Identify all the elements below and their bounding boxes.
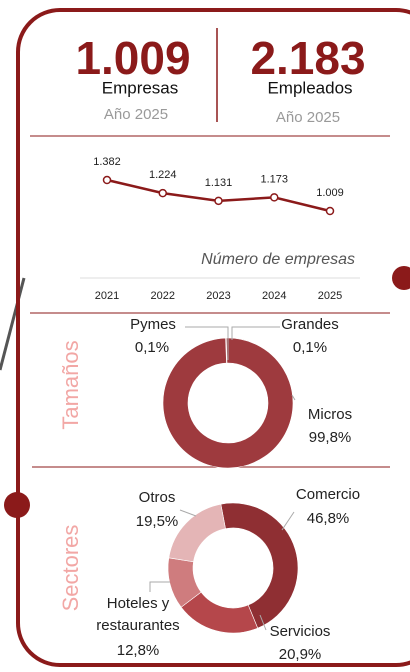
x-tick-label: 2023 [206,290,230,302]
point [102,175,112,185]
slice-value: 99,8% [308,429,352,446]
slice-value: 20,9% [278,646,322,663]
kpi-period: Año 2025 [276,109,340,126]
slice-value: 46,8% [306,510,350,527]
point [214,196,223,206]
slice [168,503,226,563]
point [158,188,167,198]
slice-label: Grandes [281,316,339,333]
x-tick-label: 2022 [151,290,175,302]
slice-value: 0,1% [134,339,170,356]
slice-value: 19,5% [135,513,179,530]
point [270,193,279,202]
slice-label: Comercio [295,486,361,503]
data-label: 1.224 [149,169,177,181]
slice-value: 12,8% [116,642,160,659]
data-label: 1.131 [205,177,233,189]
decor-line [0,277,26,371]
decor-dot [4,492,30,518]
x-tick-label: 2024 [262,290,286,302]
decor-dot [392,266,410,290]
kpi-value: 2.183 [250,32,365,84]
slice-label: Hoteles y restaurantes [96,595,180,634]
x-tick-label: 2025 [318,290,342,302]
leader-line [259,614,267,631]
leader-line [179,509,197,517]
data-label: 1.173 [260,173,288,185]
leader-line [281,511,295,531]
slice-label: Servicios [269,623,331,640]
slice-label: Pymes [130,316,176,333]
slice-value: 0,1% [292,339,328,356]
slice-label: Micros [307,406,353,423]
frame [16,8,410,667]
line-label: Número de empresas [201,251,355,268]
section-title: Sectores [58,525,83,612]
kpi-label: Empleados [267,78,352,97]
leader-line [149,581,170,592]
kpi-label: Empresas [102,78,179,97]
data-label: 1.009 [316,187,344,199]
data-label: 1.382 [93,156,121,168]
kpi-value: 1.009 [75,32,190,84]
leader-line [185,326,229,360]
x-tick-label: 2021 [95,290,119,302]
point [325,206,335,216]
section-title: Tamaños [58,340,83,429]
slice-label: Otros [138,489,176,506]
kpi-period: Año 2025 [104,106,168,123]
leader-line [291,394,296,401]
leader-line [231,326,280,340]
slice [162,337,294,469]
